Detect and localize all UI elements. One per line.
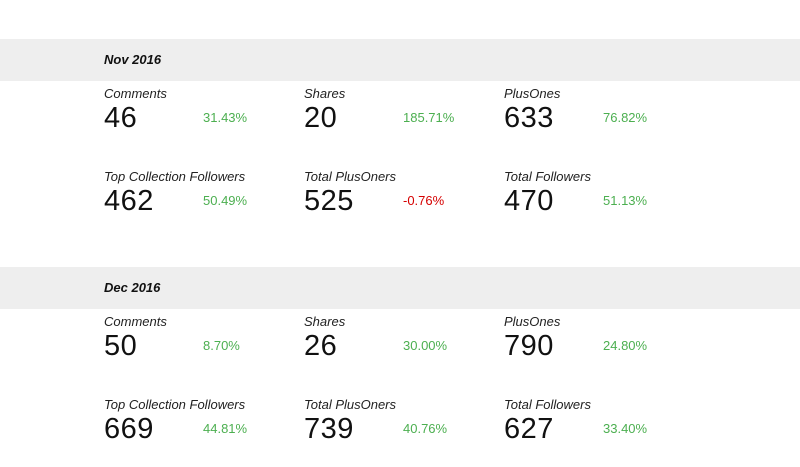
metric-shares: Shares 26 30.00%	[304, 314, 494, 384]
metric-label: Total Followers	[504, 169, 591, 184]
metric-value: 50	[104, 330, 138, 362]
metric-total-followers: Total Followers 627 33.40%	[504, 397, 694, 467]
stats-section-nov-2016: Nov 2016 Comments 46 31.43% Shares 20 18…	[0, 39, 800, 259]
metric-value: 20	[304, 102, 338, 134]
metric-change: 50.49%	[203, 193, 248, 208]
metric-value: 26	[304, 330, 338, 362]
section-title: Nov 2016	[104, 52, 162, 67]
metric-value: 627	[504, 413, 554, 445]
section-title: Dec 2016	[104, 280, 161, 295]
metric-value: 462	[104, 185, 154, 217]
stats-section-dec-2016: Dec 2016 Comments 50 8.70% Shares 26 30.…	[0, 267, 800, 450]
metric-label: Total Followers	[504, 397, 591, 412]
metric-total-plusoners: Total PlusOners 525 -0.76%	[304, 169, 494, 239]
metric-label: Comments	[104, 314, 167, 329]
metric-value: 790	[504, 330, 554, 362]
metric-label: PlusOnes	[504, 86, 561, 101]
metric-plusones: PlusOnes 633 76.82%	[504, 86, 694, 156]
section-header: Dec 2016	[0, 267, 800, 309]
metric-total-plusoners: Total PlusOners 739 40.76%	[304, 397, 494, 467]
metric-total-followers: Total Followers 470 51.13%	[504, 169, 694, 239]
metric-change: 33.40%	[603, 421, 648, 436]
metric-change: 8.70%	[203, 338, 240, 353]
metric-top-collection-followers: Top Collection Followers 462 50.49%	[104, 169, 294, 239]
metric-change: -0.76%	[403, 193, 445, 208]
metric-label: Comments	[104, 86, 167, 101]
section-header: Nov 2016	[0, 39, 800, 81]
metric-top-collection-followers: Top Collection Followers 669 44.81%	[104, 397, 294, 467]
metric-value: 46	[104, 102, 138, 134]
metric-label: Shares	[304, 314, 346, 329]
metric-change: 185.71%	[403, 110, 455, 125]
metric-plusones: PlusOnes 790 24.80%	[504, 314, 694, 384]
metric-change: 30.00%	[403, 338, 448, 353]
metric-comments: Comments 50 8.70%	[104, 314, 294, 384]
metric-value: 669	[104, 413, 154, 445]
metric-change: 44.81%	[203, 421, 248, 436]
metric-change: 24.80%	[603, 338, 648, 353]
metric-change: 31.43%	[203, 110, 248, 125]
metric-label: Shares	[304, 86, 346, 101]
metric-change: 40.76%	[403, 421, 448, 436]
metric-label: Total PlusOners	[304, 397, 397, 412]
metric-value: 470	[504, 185, 554, 217]
metric-label: PlusOnes	[504, 314, 561, 329]
metric-value: 633	[504, 102, 554, 134]
metric-change: 76.82%	[603, 110, 648, 125]
metric-change: 51.13%	[603, 193, 648, 208]
metric-value: 525	[304, 185, 354, 217]
metric-label: Top Collection Followers	[104, 397, 246, 412]
metric-value: 739	[304, 413, 354, 445]
metric-shares: Shares 20 185.71%	[304, 86, 494, 156]
metric-label: Top Collection Followers	[104, 169, 246, 184]
metric-comments: Comments 46 31.43%	[104, 86, 294, 156]
metric-label: Total PlusOners	[304, 169, 397, 184]
